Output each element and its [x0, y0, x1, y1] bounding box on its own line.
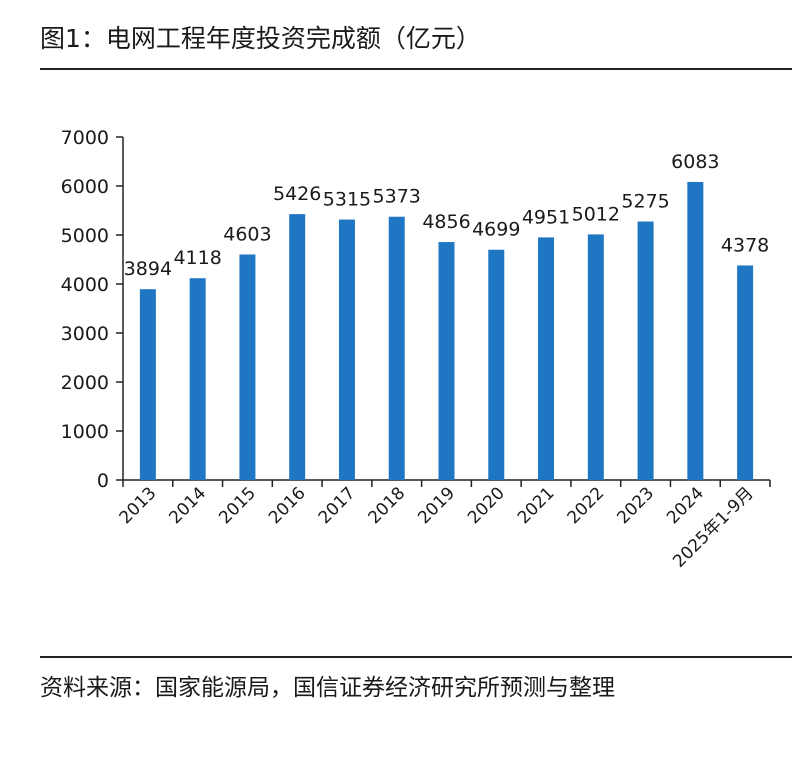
bar-value-label: 4603 — [223, 223, 271, 245]
x-tick-label: 2023 — [613, 483, 658, 528]
y-tick-label: 1000 — [61, 421, 109, 443]
x-tick-label: 2018 — [365, 483, 410, 528]
y-tick-label: 5000 — [61, 225, 109, 247]
bar — [737, 265, 754, 480]
bar-value-label: 5012 — [572, 203, 620, 225]
bar-value-label: 4118 — [173, 247, 221, 269]
bar — [338, 219, 355, 480]
x-tick-label: 2020 — [464, 483, 509, 528]
bar-value-label: 6083 — [671, 151, 719, 173]
bar — [538, 237, 555, 480]
bar-value-label: 5373 — [373, 186, 421, 208]
y-tick-label: 7000 — [61, 127, 109, 149]
y-tick-label: 4000 — [61, 274, 109, 296]
bar-value-label: 4699 — [472, 219, 520, 241]
x-tick-label: 2022 — [564, 483, 609, 528]
x-tick-label: 2015 — [215, 483, 260, 528]
chart-title: 图1：电网工程年度投资完成额（亿元） — [40, 24, 481, 53]
x-tick-label: 2021 — [514, 483, 559, 528]
bar-value-label: 5315 — [323, 189, 371, 211]
bar — [587, 234, 604, 480]
bar-value-label: 4856 — [422, 211, 470, 233]
y-tick-label: 2000 — [61, 372, 109, 394]
x-tick-label: 2014 — [165, 483, 210, 528]
title-divider — [40, 68, 792, 70]
bar — [139, 289, 156, 480]
bar-value-label: 5426 — [273, 183, 321, 205]
y-tick-label: 3000 — [61, 323, 109, 345]
x-tick-label: 2016 — [265, 483, 310, 528]
bar-chart: 0 1000 2000 3000 4000 5000 6000 7000 3894 2013 411… — [61, 127, 771, 572]
y-tick-label: 0 — [97, 470, 109, 492]
bar — [239, 254, 256, 480]
bar-value-label: 4378 — [721, 234, 769, 256]
bar — [637, 221, 654, 480]
x-tick-label: 2019 — [414, 483, 459, 528]
bar — [289, 214, 306, 480]
bar-value-label: 5275 — [621, 191, 669, 213]
x-tick-label: 2017 — [315, 483, 360, 528]
bar-value-label: 4951 — [522, 206, 570, 228]
source-note: 资料来源：国家能源局，国信证券经济研究所预测与整理 — [40, 675, 615, 701]
bar — [189, 278, 206, 480]
bar — [388, 216, 405, 480]
bar — [488, 249, 505, 480]
source-divider — [40, 656, 792, 658]
x-tick-label: 2013 — [116, 483, 161, 528]
bar — [438, 242, 455, 480]
bar-value-label: 3894 — [124, 258, 172, 280]
bar — [687, 181, 704, 481]
y-tick-label: 6000 — [61, 176, 109, 198]
x-tick-label: 2024 — [663, 483, 708, 528]
